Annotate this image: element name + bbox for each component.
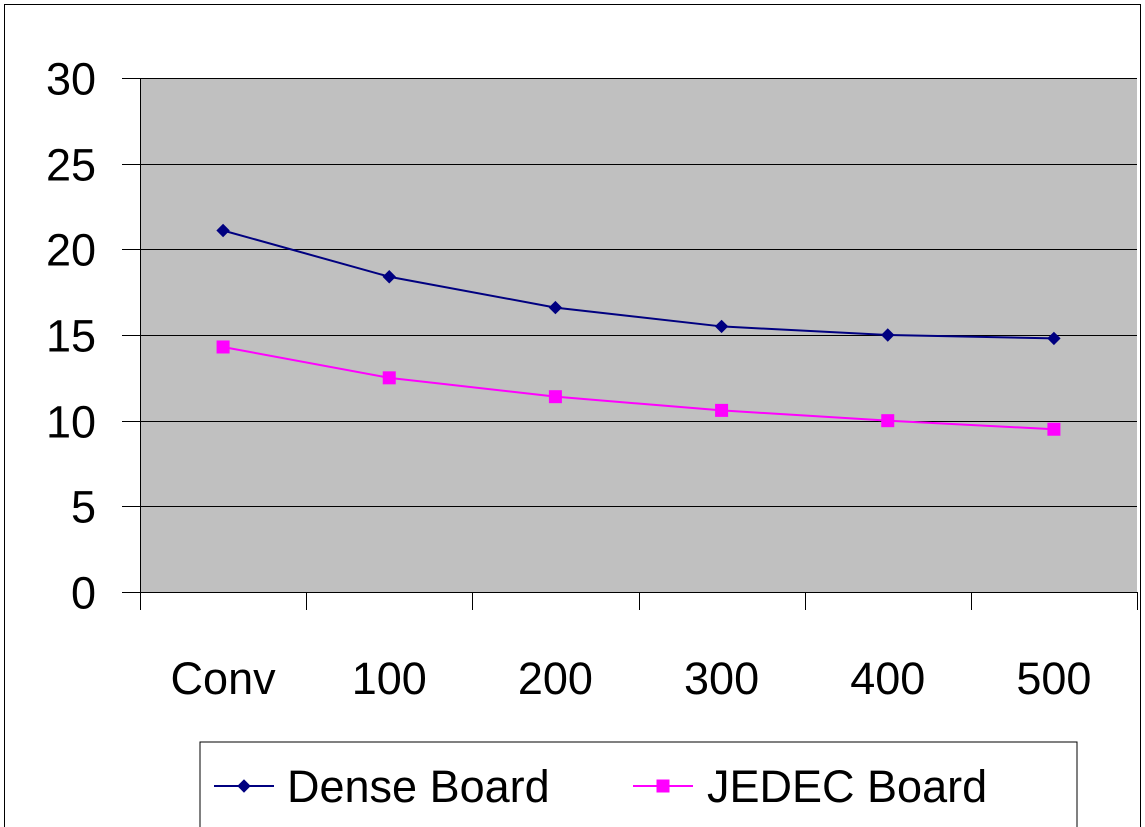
y-tick-label: 25 [46, 140, 96, 191]
y-tick-label: 5 [71, 482, 96, 533]
series-jedec-board [216, 340, 1061, 436]
series-line [222, 229, 1054, 340]
data-point [548, 390, 562, 404]
legend-entry: Dense Board [214, 761, 550, 812]
legend-box [199, 741, 1078, 827]
data-point [382, 270, 396, 284]
data-point [548, 300, 563, 315]
legend-entry: JEDEC Board [633, 761, 987, 812]
x-tick-label: 300 [684, 653, 759, 704]
legend: Dense Board JEDEC Board [199, 741, 1078, 827]
gridlines [140, 78, 1137, 507]
data-point [881, 328, 895, 342]
x-tick-label: 400 [850, 653, 925, 704]
x-tick-label: 200 [518, 653, 593, 704]
y-tick-label: 10 [46, 397, 96, 448]
axes [122, 78, 1138, 610]
y-tick-label: 15 [46, 311, 96, 362]
y-axis-tick-labels: 0 5 10 15 20 25 30 [46, 54, 96, 619]
data-point [881, 414, 895, 428]
data-point [382, 371, 396, 385]
data-point [715, 403, 729, 417]
y-tick-label: 20 [46, 225, 96, 276]
data-point [216, 223, 230, 238]
x-tick-label: 500 [1016, 653, 1091, 704]
legend-label: Dense Board [287, 761, 550, 812]
legend-items: Dense Board JEDEC Board [214, 761, 987, 812]
data-point [216, 340, 230, 354]
series-dense-board [216, 223, 1061, 346]
series-line [222, 346, 1054, 431]
data-point [714, 319, 729, 334]
legend-marker [656, 779, 670, 793]
data-point [1047, 422, 1061, 436]
y-tick-label: 30 [46, 54, 96, 105]
data-point [1047, 331, 1061, 346]
x-tick-label: Conv [171, 653, 277, 704]
x-axis-tick-labels: Conv 100 200 300 400 500 [171, 653, 1092, 704]
x-tick-label: 100 [352, 653, 427, 704]
legend-label: JEDEC Board [707, 761, 987, 812]
y-tick-label: 0 [71, 568, 96, 619]
legend-marker [237, 779, 251, 793]
series-group [216, 223, 1061, 436]
